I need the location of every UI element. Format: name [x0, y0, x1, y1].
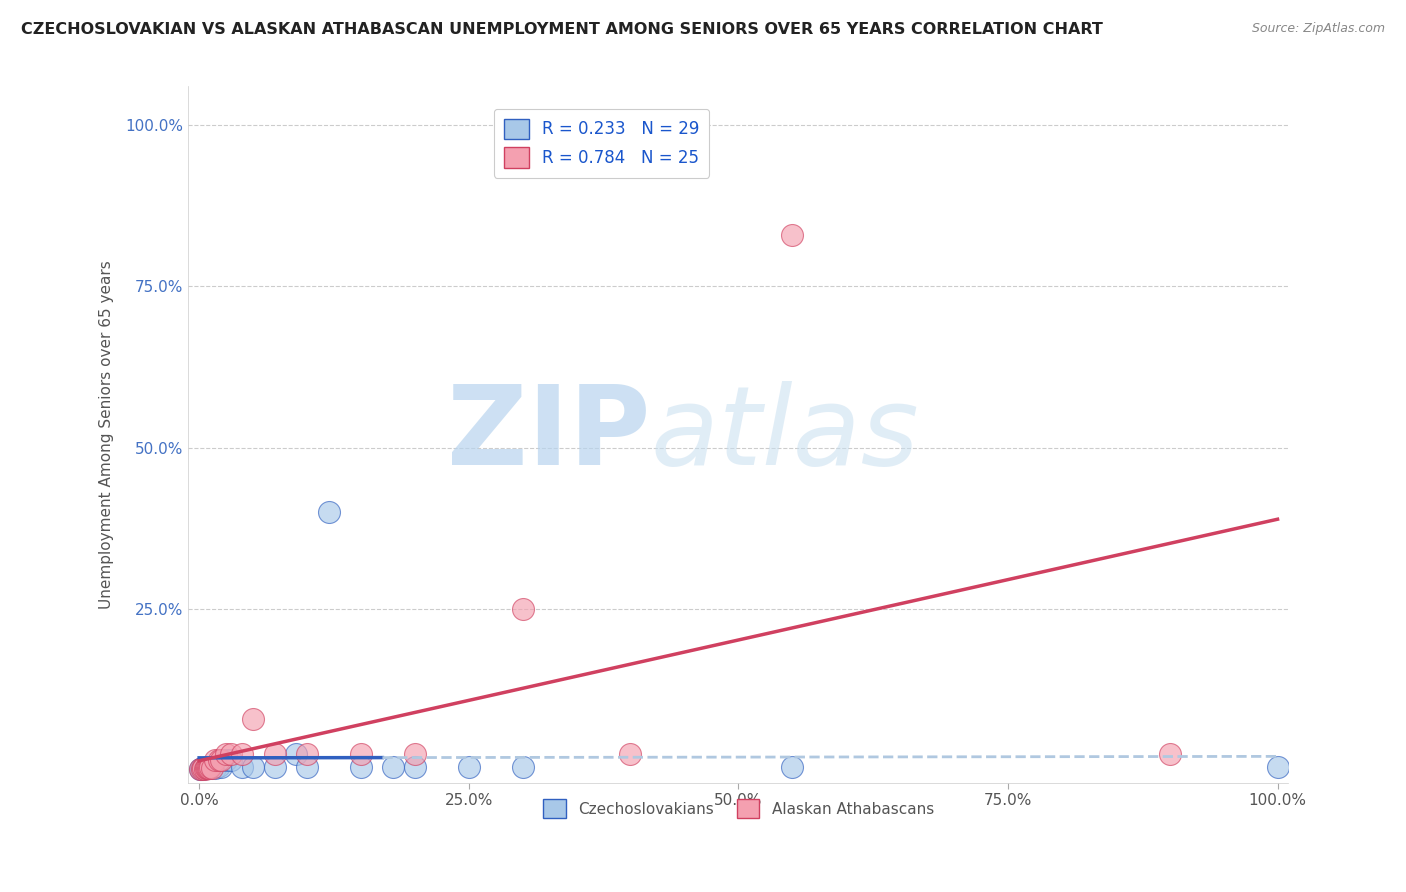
Point [215, 747, 238, 761]
Point [209, 760, 232, 774]
Point [188, 763, 211, 777]
Point [404, 760, 426, 774]
Point [198, 760, 221, 774]
Point [198, 761, 221, 775]
Point [197, 760, 219, 774]
Point [201, 760, 224, 774]
Point [193, 762, 215, 776]
Point [295, 760, 318, 774]
Point [780, 760, 803, 774]
Point [193, 762, 215, 776]
Point [231, 747, 253, 761]
Point [191, 761, 214, 775]
Point [207, 754, 229, 768]
Point [198, 761, 221, 775]
Point [194, 761, 217, 775]
Point [318, 505, 340, 519]
Text: Source: ZipAtlas.com: Source: ZipAtlas.com [1251, 22, 1385, 36]
Point [191, 762, 214, 776]
Point [780, 227, 803, 242]
Point [263, 747, 285, 761]
Point [193, 761, 215, 775]
Point [195, 760, 218, 774]
Point [193, 760, 215, 774]
Point [221, 754, 243, 768]
Point [209, 754, 232, 768]
Point [190, 763, 212, 777]
Legend: Czechoslovakians, Alaskan Athabascans: Czechoslovakians, Alaskan Athabascans [537, 793, 941, 824]
Point [242, 760, 264, 774]
Text: ZIP: ZIP [447, 381, 651, 488]
Point [1159, 747, 1181, 761]
Point [404, 747, 426, 761]
Point [1267, 760, 1289, 774]
Point [197, 761, 219, 775]
Point [512, 602, 534, 616]
Point [204, 760, 226, 774]
Point [204, 754, 226, 768]
Point [285, 747, 308, 761]
Point [242, 712, 264, 726]
Point [512, 760, 534, 774]
Point [188, 762, 211, 776]
Point [619, 747, 641, 761]
Point [201, 760, 224, 774]
Point [221, 747, 243, 761]
Point [263, 760, 285, 774]
Point [194, 760, 217, 774]
Point [350, 760, 373, 774]
Point [195, 761, 218, 775]
Point [382, 760, 405, 774]
Point [457, 760, 479, 774]
Point [207, 759, 229, 773]
Point [350, 747, 373, 761]
Text: atlas: atlas [651, 381, 920, 488]
Point [215, 754, 238, 768]
Point [231, 760, 253, 774]
Point [295, 747, 318, 761]
Y-axis label: Unemployment Among Seniors over 65 years: Unemployment Among Seniors over 65 years [100, 260, 114, 609]
Text: CZECHOSLOVAKIAN VS ALASKAN ATHABASCAN UNEMPLOYMENT AMONG SENIORS OVER 65 YEARS C: CZECHOSLOVAKIAN VS ALASKAN ATHABASCAN UN… [21, 22, 1102, 37]
Point [198, 760, 221, 774]
